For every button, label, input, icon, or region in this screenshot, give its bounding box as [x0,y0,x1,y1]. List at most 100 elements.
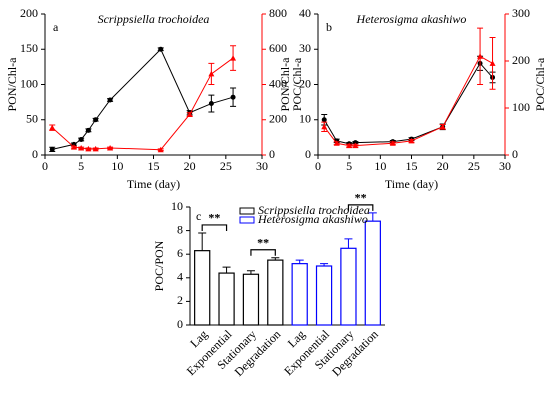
series-line [52,48,234,150]
y-tick-label: 40 [299,6,311,20]
y-tick-label: 10 [171,199,183,213]
x-tick-label: 25 [220,159,232,173]
bar [218,272,235,326]
series-line [51,57,234,151]
data-point [208,101,214,107]
data-point [186,111,193,117]
panel-label: a [53,20,59,34]
x-tick-label: 20 [437,159,449,173]
bar [364,220,381,326]
data-point [85,145,92,152]
panel-title: Scrippsiella trochoidea [98,12,210,26]
error-bar [198,232,207,251]
data-point [408,137,415,144]
x-tick-label: 0 [42,159,48,173]
y2-tick-label: 400 [269,76,287,90]
x-tick-label: 30 [256,159,268,173]
panel-title: Heterosigma akashiwo [356,12,467,26]
panel-label: b [326,20,332,34]
data-point [321,117,327,123]
error-bar [344,238,353,249]
panel-label: c [196,209,201,223]
data-point [321,123,328,130]
data-point [49,146,55,152]
y-tick-label: 2 [177,293,183,307]
y2-tick-label: 100 [512,100,530,114]
legend-label: Heterosigma akashiwo [257,212,368,226]
y-tick-label: 30 [299,41,311,55]
significance-label: ** [257,235,269,249]
legend-swatch [239,216,255,224]
y2-tick-label: 600 [269,41,287,55]
x-tick-label: 5 [346,159,352,173]
y-tick-label: 10 [299,112,311,126]
data-point [333,140,340,146]
legend-label: Scrippsiella trochoidea [258,203,370,217]
significance-label: ** [355,191,367,205]
data-point [389,140,396,146]
data-point [92,145,99,152]
data-point [477,53,484,59]
y2-tick-label: 0 [512,147,518,161]
x-tick-label: 10 [111,159,123,173]
x-tick-label: 0 [315,159,321,173]
data-point [85,127,91,133]
significance-label: ** [208,211,220,225]
y-tick-label: 8 [177,222,183,236]
y-tick-label: 6 [177,246,183,260]
x-tick-label: 15 [406,159,418,173]
y-tick-label: 20 [299,76,311,90]
x-tick-label: 10 [374,159,386,173]
x-axis-label: Time (day) [385,177,438,191]
data-point [158,46,164,52]
data-point [208,70,215,77]
data-point [78,144,85,151]
y-axis-label: PON/Chl-a [278,57,292,112]
y2-axis-label: POC/Chl-a [290,57,304,111]
bar [291,263,308,326]
data-point [489,60,496,66]
x-tick-label: 25 [468,159,480,173]
y2-axis-label: POC/Chl-a [533,57,547,111]
bar [242,273,260,326]
error-bar [271,257,280,261]
series-line [323,55,493,147]
x-tick-label: 15 [148,159,160,173]
x-tick-label: 30 [499,159,511,173]
data-point [107,144,114,151]
data-point [230,55,237,61]
y-tick-label: 50 [26,112,38,126]
y2-tick-label: 300 [512,6,530,20]
y-axis-label: PON/Chl-a [5,57,19,112]
error-bar [320,263,329,266]
significance-bracket [201,224,228,231]
data-point [439,123,446,130]
bar [194,250,211,326]
error-bar [246,270,255,275]
y-tick-label: 200 [20,6,38,20]
y-tick-label: 0 [32,147,38,161]
y-tick-label: 0 [177,317,183,331]
y2-tick-label: 0 [269,147,275,161]
series-line [323,62,493,145]
data-point [352,142,359,149]
significance-bracket [250,249,276,256]
error-bar [295,259,304,264]
bar [315,265,333,326]
data-point [107,97,113,103]
data-point [78,136,84,142]
x-tick-label: 20 [184,159,196,173]
data-point [230,94,236,100]
data-point [346,142,353,149]
data-point [70,144,77,150]
x-axis-label: Time (day) [127,177,180,191]
data-point [93,117,99,123]
legend-swatch [239,207,255,215]
y-tick-label: 100 [20,76,38,90]
data-point [157,146,164,153]
y-tick-label: 4 [177,270,183,284]
y2-tick-label: 200 [269,112,287,126]
bar [267,259,284,326]
y-tick-label: 0 [305,147,311,161]
error-bar [222,266,231,274]
